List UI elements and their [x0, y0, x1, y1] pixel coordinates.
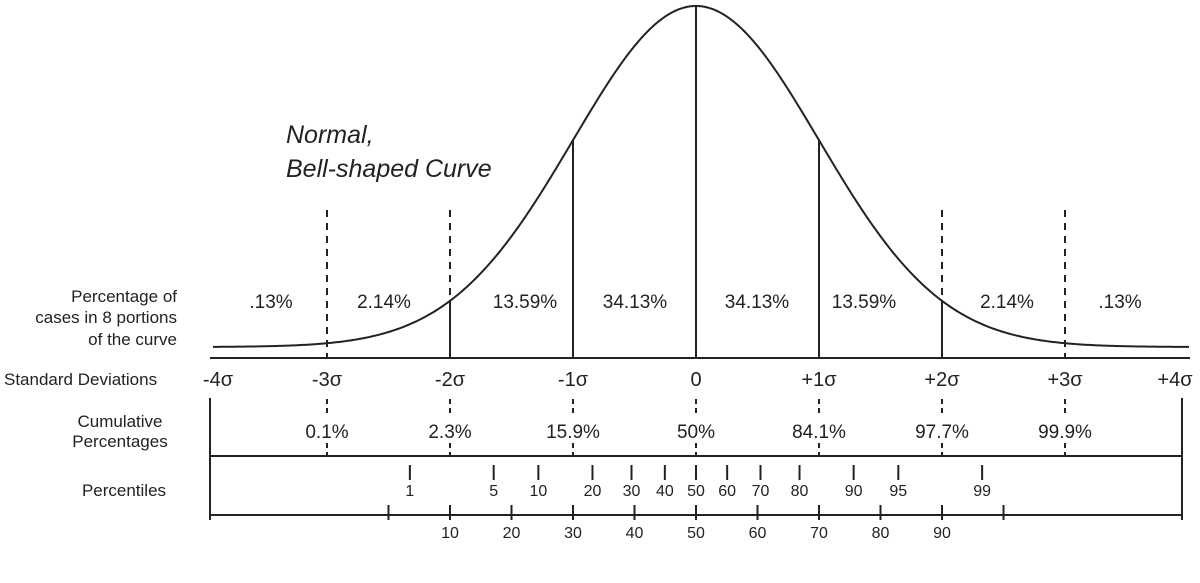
sd-label: -3σ	[312, 369, 343, 391]
percentile-label: 1	[405, 483, 414, 500]
portion-percentage: .13%	[1098, 292, 1141, 313]
portion-percentage: 2.14%	[980, 292, 1034, 313]
percentile-label: 20	[584, 483, 602, 500]
percentile-label: 10	[529, 483, 547, 500]
percentile-label: 50	[687, 483, 705, 500]
percentile-label: 95	[889, 483, 907, 500]
percentile-scales: 1 5 10 20 30 40 50 60 70 80 90 95 99 10 20 30 40 50 60 70 80…	[209, 398, 1183, 542]
cumulative-percentage: 97.7%	[915, 422, 969, 443]
percentage-label-line1: Percentage of	[71, 287, 177, 306]
lower-scale-label: 50	[687, 525, 705, 542]
lower-scale-label: 70	[810, 525, 828, 542]
lower-scale-label: 20	[503, 525, 521, 542]
percentile-label: 40	[656, 483, 674, 500]
cumulative-percentage: 99.9%	[1038, 422, 1092, 443]
percentile-label: 90	[845, 483, 863, 500]
bell-curve	[212, 5, 1190, 348]
cumulative-percentage: 84.1%	[792, 422, 846, 443]
curve-title-line2: Bell-shaped Curve	[286, 155, 492, 183]
portion-percentage: 13.59%	[832, 292, 897, 313]
sd-label: +1σ	[801, 369, 837, 391]
sd-label: -1σ	[558, 369, 589, 391]
cumulative-label-line2: Percentages	[72, 432, 167, 451]
curve-title-line1: Normal,	[286, 121, 374, 149]
cumulative-label-line1: Cumulative	[77, 412, 162, 431]
portion-percentage: .13%	[249, 292, 292, 313]
sd-label: +2σ	[924, 369, 960, 391]
portion-percentages: .13% 2.14% 13.59% 34.13% 34.13% 13.59% 2.14% .1…	[249, 292, 1141, 313]
portion-percentage: 13.59%	[493, 292, 558, 313]
sd-dividers	[326, 6, 1066, 358]
portion-percentage: 34.13%	[725, 292, 790, 313]
sd-label: +4σ	[1157, 369, 1193, 391]
sd-label: 0	[690, 369, 701, 391]
sd-labels: -4σ -3σ -2σ -1σ 0 +1σ +2σ +3σ +4σ	[203, 369, 1193, 391]
cumulative-percentage: 50%	[677, 422, 715, 443]
percentile-label: 60	[718, 483, 736, 500]
portion-percentage: 34.13%	[603, 292, 668, 313]
portion-percentage: 2.14%	[357, 292, 411, 313]
cumulative-percentage: 2.3%	[428, 422, 471, 443]
cumulative-percentages: 0.1% 2.3% 15.9% 50% 84.1% 97.7% 99.9%	[305, 399, 1092, 455]
cumulative-percentage: 15.9%	[546, 422, 600, 443]
lower-scale-label: 60	[749, 525, 767, 542]
percentage-label-line2: cases in 8 portions	[35, 308, 177, 327]
percentiles-row-label: Percentiles	[82, 481, 166, 500]
sd-label: +3σ	[1047, 369, 1083, 391]
percentile-label: 99	[973, 483, 991, 500]
percentile-label: 30	[623, 483, 641, 500]
lower-scale-label: 10	[441, 525, 459, 542]
std-dev-row-label: Standard Deviations	[4, 370, 157, 389]
percentile-label: 80	[791, 483, 809, 500]
sd-label: -2σ	[435, 369, 466, 391]
percentage-label-line3: of the curve	[88, 330, 177, 349]
cumulative-percentage: 0.1%	[305, 422, 348, 443]
percentile-label: 5	[489, 483, 498, 500]
sd-label: -4σ	[203, 369, 234, 391]
percentile-label: 70	[752, 483, 770, 500]
lower-scale-label: 30	[564, 525, 582, 542]
lower-scale-label: 80	[872, 525, 890, 542]
lower-scale-label: 40	[626, 525, 644, 542]
lower-scale-label: 90	[933, 525, 951, 542]
